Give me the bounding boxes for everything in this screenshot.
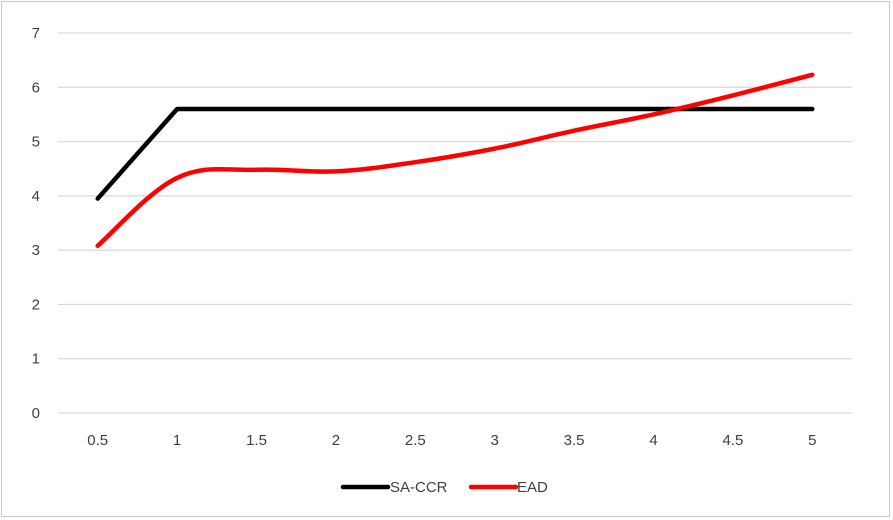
x-tick-label: 2.5 (405, 432, 426, 449)
legend-label: SA-CCR (390, 479, 448, 496)
x-tick-label: 1.5 (246, 432, 267, 449)
y-tick-label: 6 (32, 79, 40, 96)
x-axis-ticks: 0.5 1 1.5 2 2.5 3 3.5 4 4.5 5 (87, 432, 816, 449)
y-tick-label: 7 (32, 25, 40, 42)
legend-label: EAD (517, 479, 548, 496)
x-tick-label: 4.5 (722, 432, 743, 449)
x-tick-label: 5 (808, 432, 816, 449)
x-tick-label: 3.5 (564, 432, 585, 449)
series-lines (98, 75, 813, 246)
y-tick-label: 2 (32, 296, 40, 313)
grid-lines (58, 33, 852, 413)
y-tick-label: 4 (32, 188, 40, 205)
x-tick-label: 2 (332, 432, 340, 449)
legend: SA-CCR EAD (343, 479, 548, 496)
y-tick-label: 0 (32, 405, 40, 422)
x-tick-label: 0.5 (87, 432, 108, 449)
x-tick-label: 3 (491, 432, 499, 449)
y-tick-label: 5 (32, 134, 40, 151)
y-tick-label: 3 (32, 242, 40, 259)
x-tick-label: 1 (173, 432, 181, 449)
y-tick-label: 1 (32, 351, 40, 368)
series-line-ead (98, 75, 813, 246)
y-axis-ticks: 0 1 2 3 4 5 6 7 (32, 25, 40, 422)
x-tick-label: 4 (649, 432, 657, 449)
